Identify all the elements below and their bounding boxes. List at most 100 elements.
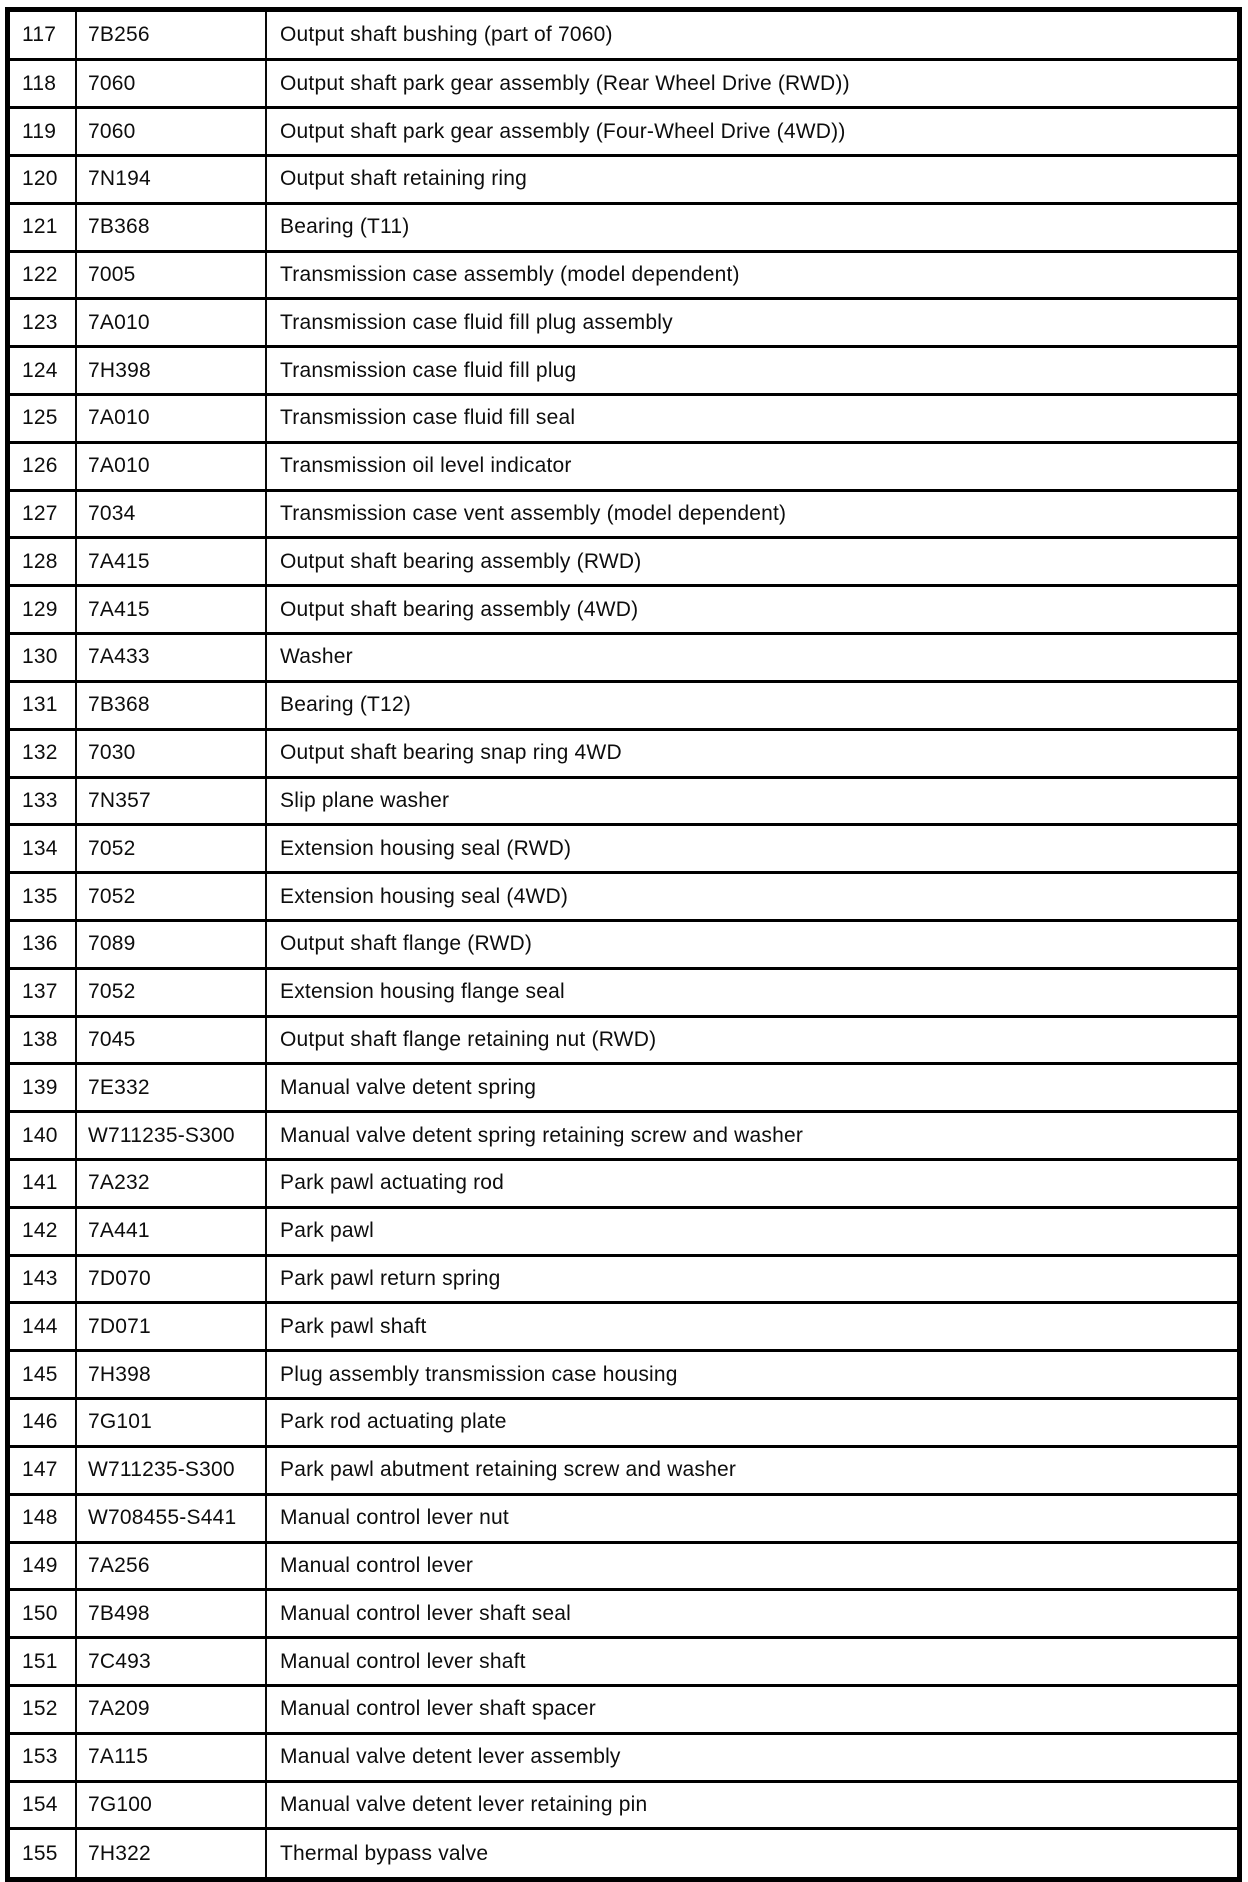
description-cell: Manual control lever shaft spacer: [266, 1685, 1237, 1735]
table-row: 119 7060 Output shaft park gear assembly…: [10, 107, 1237, 157]
description-cell: Park pawl return spring: [266, 1255, 1237, 1305]
part-number-cell: 7N194: [76, 155, 267, 205]
part-number-cell: 7H398: [76, 346, 267, 396]
description-cell: Bearing (T11): [266, 203, 1237, 253]
description-cell: Manual control lever shaft seal: [266, 1589, 1237, 1640]
table-row: 146 7G101 Park rod actuating plate: [10, 1398, 1237, 1448]
item-number-cell: 150: [10, 1589, 77, 1640]
item-number-cell: 152: [10, 1685, 77, 1735]
part-number-cell: 7B368: [76, 203, 267, 253]
table-row: 148 W708455-S441 Manual control lever nu…: [10, 1494, 1237, 1544]
parts-table-body: 117 7B256 Output shaft bushing (part of …: [10, 12, 1237, 1877]
part-number-cell: 7034: [76, 490, 267, 540]
description-cell: Park pawl abutment retaining screw and w…: [266, 1446, 1237, 1496]
item-number-cell: 143: [10, 1255, 77, 1305]
part-number-cell: W711235-S300: [76, 1111, 267, 1161]
item-number-cell: 132: [10, 729, 77, 779]
table-row: 139 7E332 Manual valve detent spring: [10, 1063, 1237, 1114]
table-row: 147 W711235-S300 Park pawl abutment reta…: [10, 1446, 1237, 1496]
parts-table-frame: 117 7B256 Output shaft bushing (part of …: [5, 7, 1242, 1882]
part-number-cell: W708455-S441: [76, 1494, 267, 1544]
part-number-cell: 7A232: [76, 1159, 267, 1209]
description-cell: Manual valve detent lever retaining pin: [266, 1781, 1237, 1831]
item-number-cell: 139: [10, 1063, 77, 1114]
item-number-cell: 145: [10, 1350, 77, 1401]
part-number-cell: 7B256: [76, 12, 267, 62]
description-cell: Slip plane washer: [266, 777, 1237, 827]
part-number-cell: 7H398: [76, 1350, 267, 1401]
item-number-cell: 136: [10, 920, 77, 970]
table-row: 122 7005 Transmission case assembly (mod…: [10, 251, 1237, 301]
description-cell: Extension housing seal (RWD): [266, 824, 1237, 875]
part-number-cell: 7C493: [76, 1637, 267, 1687]
description-cell: Output shaft bushing (part of 7060): [266, 12, 1237, 62]
table-row: 144 7D071 Park pawl shaft: [10, 1302, 1237, 1353]
part-number-cell: 7D071: [76, 1302, 267, 1353]
description-cell: Transmission case fluid fill seal: [266, 394, 1237, 444]
item-number-cell: 131: [10, 681, 77, 731]
item-number-cell: 122: [10, 251, 77, 301]
part-number-cell: 7A433: [76, 633, 267, 683]
table-row: 149 7A256 Manual control lever: [10, 1542, 1237, 1592]
table-row: 153 7A115 Manual valve detent lever asse…: [10, 1733, 1237, 1783]
item-number-cell: 117: [10, 12, 77, 62]
table-row: 152 7A209 Manual control lever shaft spa…: [10, 1685, 1237, 1735]
table-row: 123 7A010 Transmission case fluid fill p…: [10, 298, 1237, 349]
description-cell: Park rod actuating plate: [266, 1398, 1237, 1448]
table-row: 133 7N357 Slip plane washer: [10, 777, 1237, 827]
part-number-cell: 7A115: [76, 1733, 267, 1783]
description-cell: Plug assembly transmission case housing: [266, 1350, 1237, 1401]
part-number-cell: 7005: [76, 251, 267, 301]
table-row: 145 7H398 Plug assembly transmission cas…: [10, 1350, 1237, 1401]
item-number-cell: 126: [10, 442, 77, 492]
table-row: 154 7G100 Manual valve detent lever reta…: [10, 1781, 1237, 1831]
description-cell: Bearing (T12): [266, 681, 1237, 731]
description-cell: Manual valve detent spring: [266, 1063, 1237, 1114]
description-cell: Park pawl shaft: [266, 1302, 1237, 1353]
description-cell: Manual control lever shaft: [266, 1637, 1237, 1687]
part-number-cell: 7A415: [76, 585, 267, 636]
item-number-cell: 120: [10, 155, 77, 205]
item-number-cell: 146: [10, 1398, 77, 1448]
table-row: 118 7060 Output shaft park gear assembly…: [10, 59, 1237, 110]
table-row: 136 7089 Output shaft flange (RWD): [10, 920, 1237, 970]
item-number-cell: 129: [10, 585, 77, 636]
table-row: 117 7B256 Output shaft bushing (part of …: [10, 12, 1237, 62]
table-row: 128 7A415 Output shaft bearing assembly …: [10, 537, 1237, 588]
description-cell: Transmission oil level indicator: [266, 442, 1237, 492]
part-number-cell: 7052: [76, 968, 267, 1018]
item-number-cell: 123: [10, 298, 77, 349]
table-row: 125 7A010 Transmission case fluid fill s…: [10, 394, 1237, 444]
part-number-cell: 7052: [76, 824, 267, 875]
item-number-cell: 138: [10, 1016, 77, 1066]
item-number-cell: 149: [10, 1542, 77, 1592]
part-number-cell: 7A441: [76, 1207, 267, 1257]
table-row: 121 7B368 Bearing (T11): [10, 203, 1237, 253]
description-cell: Output shaft bearing assembly (RWD): [266, 537, 1237, 588]
item-number-cell: 147: [10, 1446, 77, 1496]
table-row: 141 7A232 Park pawl actuating rod: [10, 1159, 1237, 1209]
item-number-cell: 133: [10, 777, 77, 827]
description-cell: Manual valve detent lever assembly: [266, 1733, 1237, 1783]
table-row: 132 7030 Output shaft bearing snap ring …: [10, 729, 1237, 779]
table-row: 143 7D070 Park pawl return spring: [10, 1255, 1237, 1305]
item-number-cell: 134: [10, 824, 77, 875]
part-number-cell: 7A209: [76, 1685, 267, 1735]
table-row: 127 7034 Transmission case vent assembly…: [10, 490, 1237, 540]
part-number-cell: 7A010: [76, 442, 267, 492]
part-number-cell: 7G100: [76, 1781, 267, 1831]
part-number-cell: 7060: [76, 59, 267, 110]
part-number-cell: 7D070: [76, 1255, 267, 1305]
item-number-cell: 137: [10, 968, 77, 1018]
table-row: 129 7A415 Output shaft bearing assembly …: [10, 585, 1237, 636]
item-number-cell: 135: [10, 872, 77, 922]
table-row: 130 7A433 Washer: [10, 633, 1237, 683]
item-number-cell: 154: [10, 1781, 77, 1831]
description-cell: Output shaft retaining ring: [266, 155, 1237, 205]
item-number-cell: 130: [10, 633, 77, 683]
item-number-cell: 148: [10, 1494, 77, 1544]
item-number-cell: 124: [10, 346, 77, 396]
description-cell: Transmission case fluid fill plug assemb…: [266, 298, 1237, 349]
description-cell: Manual control lever: [266, 1542, 1237, 1592]
